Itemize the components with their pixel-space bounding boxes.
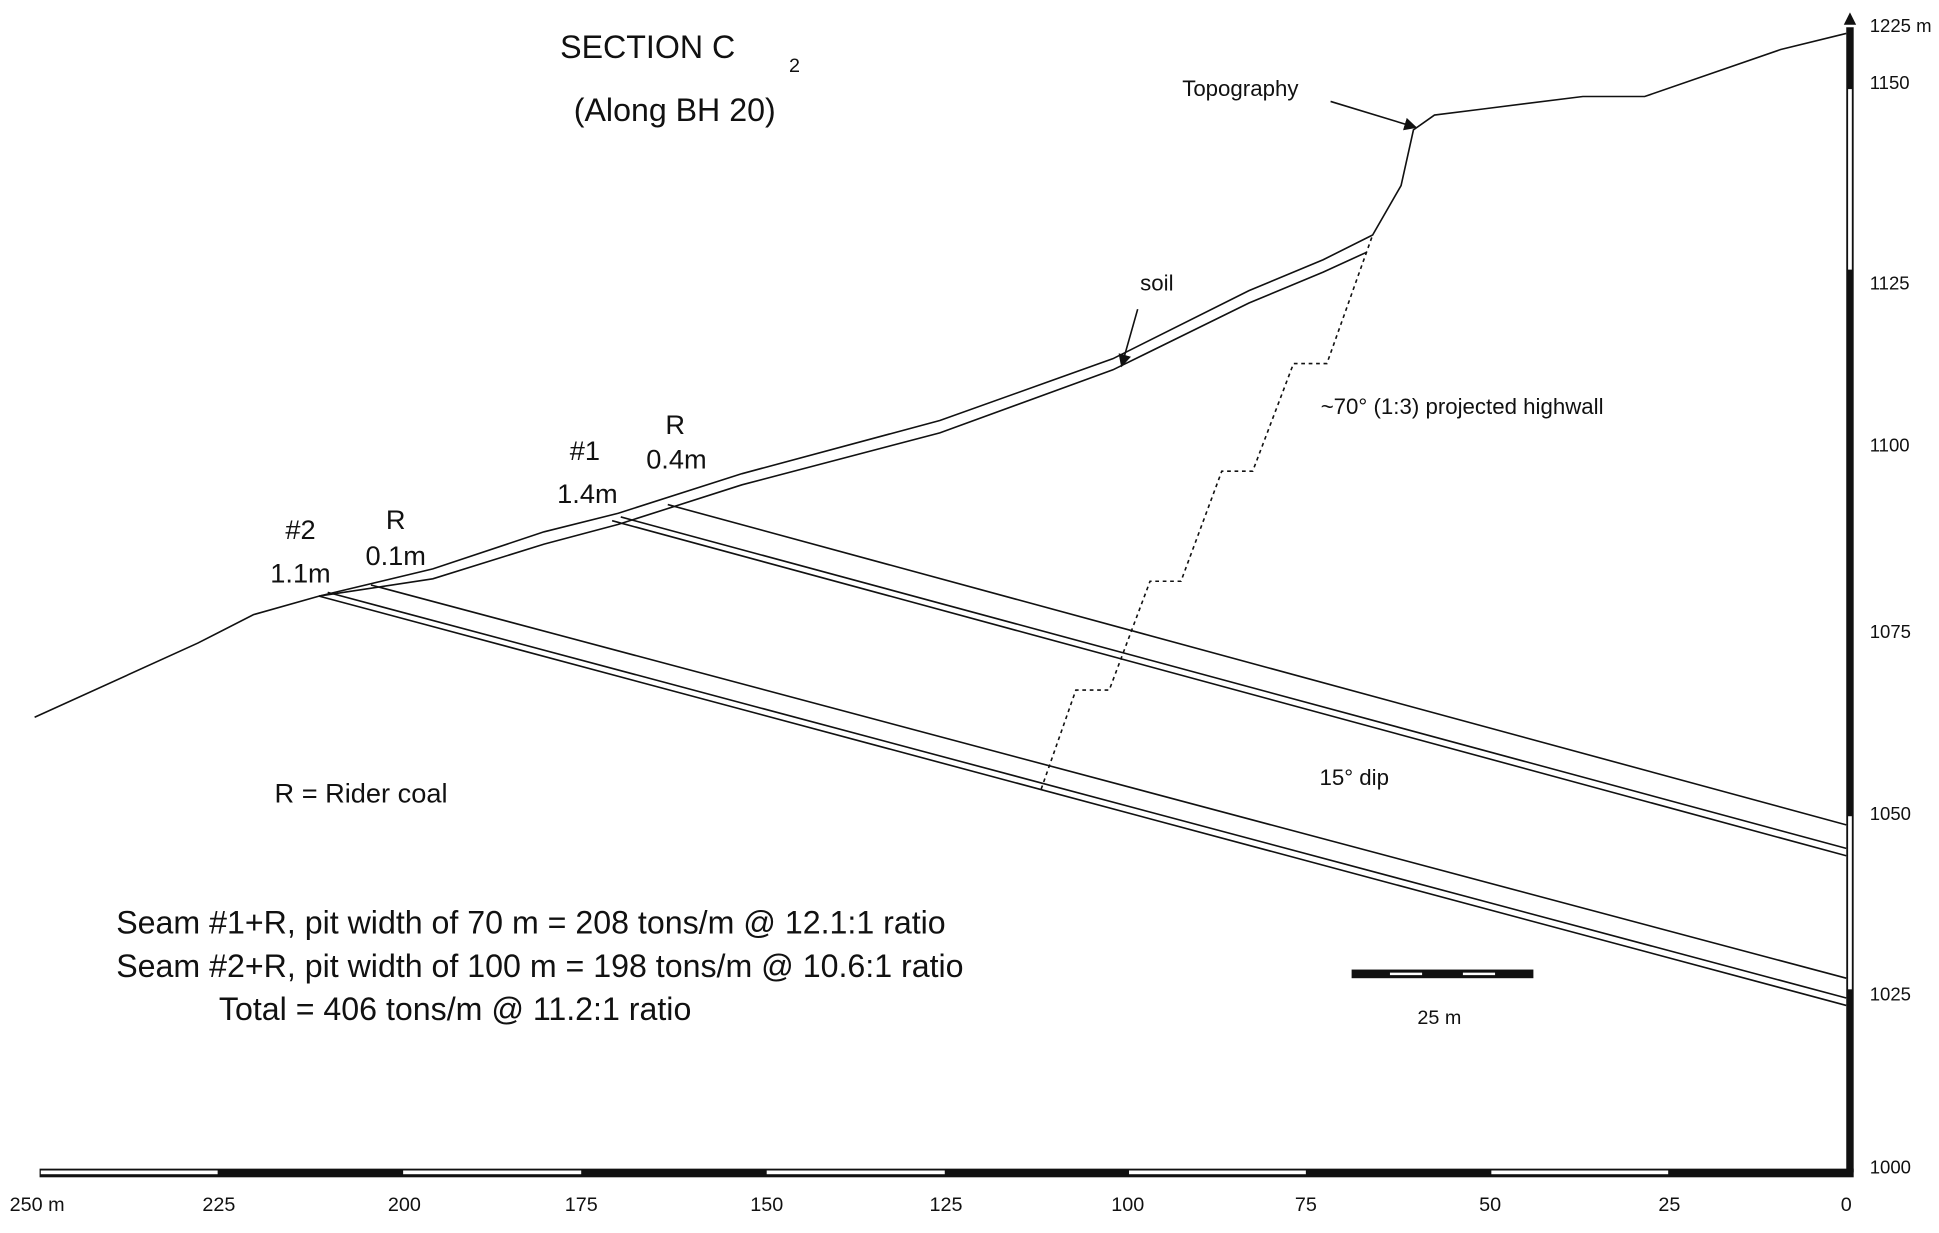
scale-bar-segment (1463, 973, 1495, 975)
x-tick-label: 225 (202, 1194, 235, 1216)
y-axis-segment (1848, 89, 1852, 270)
y-tick-label: 1150 (1870, 72, 1910, 93)
seam-line (668, 505, 1846, 825)
x-axis-segment (403, 1171, 581, 1175)
scale-bar-segment (1390, 973, 1422, 975)
y-tick-label: 1000 (1870, 1157, 1911, 1178)
seam-thickness: 1.1m (270, 557, 330, 588)
x-tick-label: 100 (1111, 1194, 1144, 1216)
seam-line (621, 517, 1846, 848)
y-tick-label: 1025 (1870, 983, 1911, 1004)
seam-name: #2 (285, 514, 315, 545)
x-axis-segment (1129, 1171, 1306, 1175)
scale-bar (1352, 970, 1534, 979)
y-tick-label: 1050 (1870, 803, 1911, 824)
x-axis-segment (767, 1171, 945, 1175)
x-tick-label: 25 (1658, 1194, 1680, 1216)
seam-line (612, 521, 1846, 856)
seam-name: R (665, 409, 685, 440)
scale-bar-label: 25 m (1417, 1007, 1461, 1029)
y-tick-label: 1100 (1870, 434, 1910, 455)
title-subscript: 2 (789, 55, 800, 77)
seam-line (319, 596, 1846, 1005)
cross-section: SECTION C 2 (Along BH 20) Topography soi… (0, 0, 1939, 1233)
x-tick-label: 200 (388, 1194, 421, 1216)
x-tick-label: 75 (1295, 1194, 1317, 1216)
topography-arrow (1331, 101, 1416, 127)
highwall-label: ~70° (1:3) projected highwall (1321, 394, 1604, 419)
topography-label: Topography (1182, 76, 1299, 101)
soil-arrow (1122, 309, 1138, 366)
summary-line: Seam #1+R, pit width of 70 m = 208 tons/… (116, 905, 945, 941)
dip-label: 15° dip (1319, 765, 1389, 790)
topography-line (35, 33, 1847, 717)
summary-line: Seam #2+R, pit width of 100 m = 198 tons… (116, 948, 963, 984)
highwall-line (1041, 235, 1372, 789)
seam-thickness: 0.1m (365, 540, 425, 571)
y-tick-label: 1225 m (1870, 15, 1932, 36)
summary-line: Total = 406 tons/m @ 11.2:1 ratio (219, 991, 691, 1027)
seam-name: R (386, 504, 406, 535)
title: SECTION C (560, 29, 735, 65)
seam-name: #1 (570, 435, 600, 466)
axes: 250 m 225 200 175 150 125 100 75 50 25 0 1225 m 1150… (10, 12, 1932, 1216)
y-tick-label: 1075 (1870, 621, 1911, 642)
legend-label: R = Rider coal (275, 777, 448, 808)
x-tick-label: 125 (930, 1194, 963, 1216)
y-axis-segment (1848, 816, 1852, 989)
soil-label: soil (1140, 270, 1173, 295)
x-tick-label: 0 (1841, 1194, 1852, 1216)
seam-thickness: 0.4m (646, 443, 706, 474)
x-axis-segment (1491, 1171, 1668, 1175)
y-tick-label: 1125 (1870, 272, 1910, 293)
x-tick-label: 250 m (10, 1194, 65, 1216)
y-axis-arrow (1844, 12, 1856, 24)
x-tick-label: 50 (1479, 1194, 1501, 1216)
x-tick-label: 175 (565, 1194, 598, 1216)
x-tick-label: 150 (750, 1194, 783, 1216)
subtitle: (Along BH 20) (574, 92, 776, 128)
seam-thickness: 1.4m (557, 478, 617, 509)
soil-line (319, 252, 1366, 596)
x-axis-segment (41, 1171, 218, 1175)
